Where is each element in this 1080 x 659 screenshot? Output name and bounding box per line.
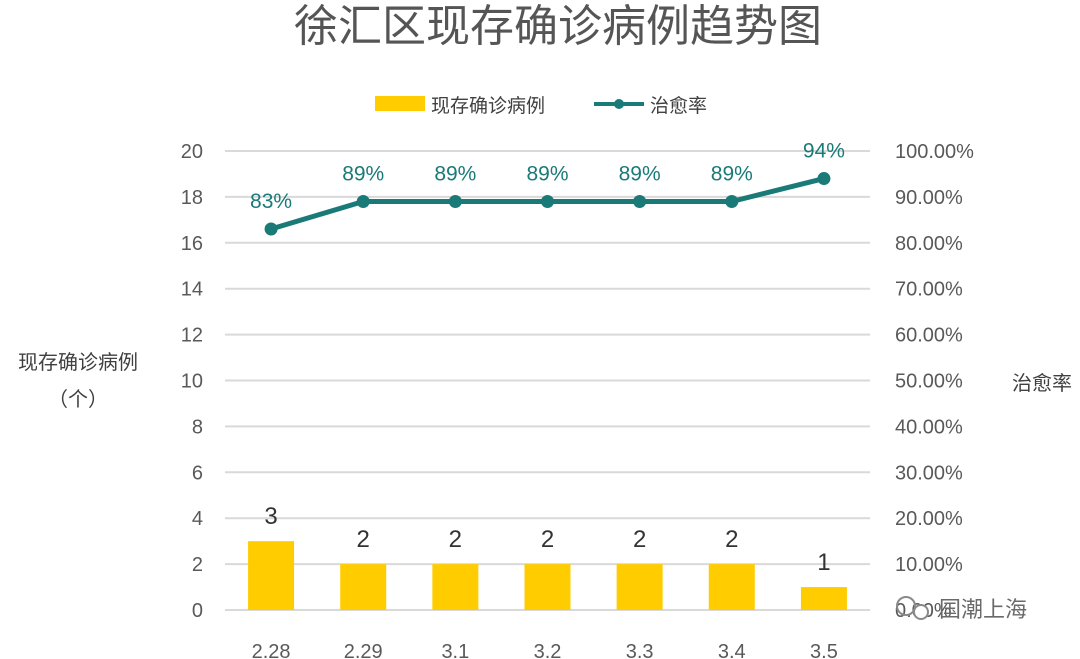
- right-tick-label: 40.00%: [895, 416, 963, 438]
- cure-rate-data-label: 94%: [803, 140, 845, 163]
- bar: [616, 564, 663, 610]
- bar: [800, 587, 847, 610]
- x-tick-label: 2.28: [252, 641, 291, 659]
- left-tick-label: 2: [192, 554, 203, 576]
- x-axis-ticks: 2.28 2.29 3.1 3.2 3.3 3.4 3.5: [252, 641, 838, 659]
- watermark: 国潮上海: [896, 596, 1027, 623]
- bar-data-label: 2: [541, 526, 554, 553]
- left-tick-label: 4: [192, 508, 203, 530]
- left-tick-label: 12: [181, 325, 203, 347]
- right-axis-ticks: 0.00%10.00%20.00%30.00%40.00%50.00%60.00…: [895, 141, 974, 622]
- legend-line-marker: [614, 99, 624, 109]
- right-tick-label: 20.00%: [895, 508, 963, 530]
- right-axis-title: 治愈率: [1012, 371, 1072, 395]
- x-tick-label: 3.5: [810, 641, 838, 659]
- bar-data-label: 1: [817, 549, 830, 576]
- wechat-icon-small: [913, 604, 929, 620]
- left-tick-label: 0: [192, 600, 203, 622]
- bar-data-label: 3: [264, 503, 277, 530]
- legend: 现存确诊病例 治愈率: [375, 95, 707, 117]
- cure-rate-data-label: 83%: [250, 190, 292, 213]
- cure-rate-data-label: 89%: [711, 162, 753, 185]
- cure-rate-line: 83% 89% 89% 89% 89% 89% 94%: [250, 140, 845, 236]
- bar: [340, 564, 387, 610]
- bar-data-label: 2: [449, 526, 462, 553]
- x-tick-label: 3.1: [441, 641, 469, 659]
- left-tick-label: 8: [192, 416, 203, 438]
- wechat-icon: [896, 596, 916, 616]
- x-tick-label: 3.4: [718, 641, 746, 659]
- cure-rate-point: [633, 194, 647, 208]
- right-tick-label: 80.00%: [895, 233, 963, 255]
- right-tick-label: 50.00%: [895, 371, 963, 393]
- left-axis-ticks: 0 2 4 6 8 10 12 14 16 18 20: [181, 141, 203, 622]
- bar: [432, 564, 479, 610]
- watermark-text: 国潮上海: [939, 598, 1027, 623]
- bar: [524, 564, 571, 610]
- cure-rate-point: [817, 172, 831, 186]
- right-tick-label: 70.00%: [895, 279, 963, 301]
- x-tick-label: 2.29: [344, 641, 383, 659]
- cure-rate-point: [725, 194, 739, 208]
- left-tick-label: 16: [181, 233, 203, 255]
- left-tick-label: 20: [181, 141, 203, 163]
- cure-rate-data-label: 89%: [434, 162, 476, 185]
- x-tick-label: 3.2: [534, 641, 562, 659]
- left-tick-label: 18: [181, 187, 203, 209]
- left-tick-label: 6: [192, 462, 203, 484]
- right-tick-label: 10.00%: [895, 554, 963, 576]
- bar: [248, 541, 295, 610]
- legend-line-label: 治愈率: [650, 95, 707, 117]
- left-axis-title: 现存确诊病例: [18, 350, 138, 374]
- bar-data-label: 2: [357, 526, 370, 553]
- left-tick-label: 10: [181, 371, 203, 393]
- bars: 3 2 2 2 2 2 1: [248, 503, 847, 610]
- x-tick-label: 3.3: [626, 641, 654, 659]
- left-axis-unit: （个）: [48, 387, 108, 411]
- cure-rate-data-label: 89%: [619, 162, 661, 185]
- cure-rate-data-label: 89%: [526, 162, 568, 185]
- cure-rate-data-label: 89%: [342, 162, 384, 185]
- bar-data-label: 2: [725, 526, 738, 553]
- legend-bar-label: 现存确诊病例: [431, 95, 545, 117]
- right-tick-label: 100.00%: [895, 141, 974, 163]
- gridlines: [225, 150, 870, 611]
- right-tick-label: 90.00%: [895, 187, 963, 209]
- right-tick-label: 60.00%: [895, 325, 963, 347]
- legend-bar-swatch: [375, 96, 425, 111]
- cure-rate-point: [541, 194, 554, 208]
- left-tick-label: 14: [181, 279, 203, 301]
- chart-title: 徐汇区现存确诊病例趋势图: [294, 1, 822, 52]
- cure-rate-point: [264, 222, 278, 236]
- cure-rate-point: [448, 194, 462, 208]
- cure-rate-point: [356, 194, 370, 208]
- right-tick-label: 30.00%: [895, 462, 963, 484]
- bar-data-label: 2: [633, 526, 646, 553]
- bar: [708, 564, 755, 610]
